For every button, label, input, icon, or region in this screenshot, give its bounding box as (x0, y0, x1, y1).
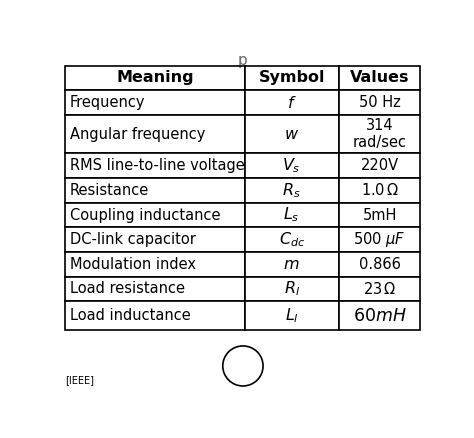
Text: 314
rad/sec: 314 rad/sec (353, 118, 407, 150)
Text: $w$: $w$ (284, 127, 299, 141)
Bar (65, 252, 245, 277)
Bar (245, 153, 339, 178)
Text: $f$: $f$ (287, 95, 297, 111)
Bar (245, 203, 339, 227)
Text: [IEEE]: [IEEE] (65, 375, 94, 385)
Text: Load resistance: Load resistance (70, 282, 185, 297)
Text: 0.866: 0.866 (359, 257, 401, 272)
Bar (339, 301, 420, 330)
Bar (65, 203, 245, 227)
Text: $R_l$: $R_l$ (283, 279, 300, 298)
Bar (339, 66, 420, 90)
Bar (65, 301, 245, 330)
Text: RMS line-to-line voltage: RMS line-to-line voltage (70, 158, 245, 173)
Bar (65, 66, 245, 90)
Text: $R_s$: $R_s$ (283, 181, 301, 200)
Bar (245, 178, 339, 203)
Bar (339, 153, 420, 178)
Text: $500\ \mu\mathit{F}$: $500\ \mu\mathit{F}$ (353, 230, 406, 249)
Text: Resistance: Resistance (70, 183, 149, 198)
Text: Coupling inductance: Coupling inductance (70, 208, 220, 223)
Text: $23\,\Omega$: $23\,\Omega$ (363, 281, 396, 297)
Text: $1.0\,\Omega$: $1.0\,\Omega$ (361, 182, 399, 198)
Text: Meaning: Meaning (116, 71, 194, 85)
Text: Load inductance: Load inductance (70, 308, 191, 323)
Text: $\mathit{60mH}$: $\mathit{60mH}$ (353, 307, 406, 325)
Text: 5mH: 5mH (363, 208, 397, 223)
Text: Angular frequency: Angular frequency (70, 127, 205, 141)
Text: 50 Hz: 50 Hz (359, 95, 401, 110)
Bar (65, 90, 245, 115)
Bar (245, 115, 339, 153)
Bar (65, 178, 245, 203)
Bar (245, 227, 339, 252)
Bar (245, 66, 339, 90)
Text: Values: Values (350, 71, 410, 85)
Text: 220V: 220V (361, 158, 399, 173)
Text: $m$: $m$ (283, 257, 300, 272)
Bar (65, 227, 245, 252)
Text: Frequency: Frequency (70, 95, 146, 110)
Bar (339, 277, 420, 301)
Bar (339, 227, 420, 252)
Bar (339, 178, 420, 203)
Text: p: p (238, 53, 248, 68)
Bar (339, 203, 420, 227)
Text: $L_s$: $L_s$ (283, 206, 300, 224)
Bar (339, 90, 420, 115)
Bar (65, 115, 245, 153)
Text: DC-link capacitor: DC-link capacitor (70, 232, 196, 247)
Text: Symbol: Symbol (258, 71, 325, 85)
Bar (65, 277, 245, 301)
Bar (245, 301, 339, 330)
Bar (65, 153, 245, 178)
Bar (245, 90, 339, 115)
Bar (245, 252, 339, 277)
Bar (339, 115, 420, 153)
Text: Modulation index: Modulation index (70, 257, 196, 272)
Bar (339, 252, 420, 277)
Text: $L_l$: $L_l$ (285, 306, 299, 325)
Text: $C_{dc}$: $C_{dc}$ (279, 230, 305, 249)
Bar (245, 277, 339, 301)
Text: $V_s$: $V_s$ (283, 156, 301, 175)
